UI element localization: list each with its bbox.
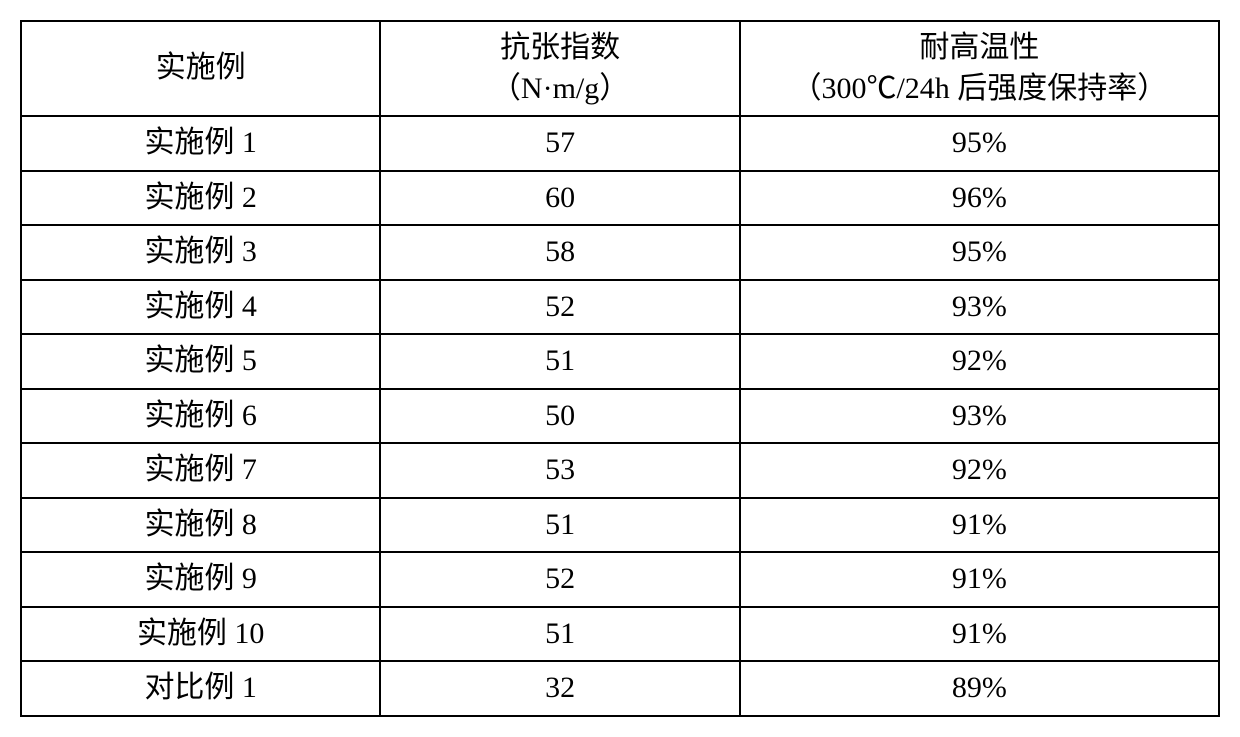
cell-example: 实施例 7 xyxy=(21,443,380,498)
cell-heat: 92% xyxy=(740,334,1219,389)
col-header-tensile-line1: 抗张指数 xyxy=(500,31,620,64)
col-header-tensile-line2: （N·m/g） xyxy=(491,72,629,105)
table-row: 实施例 10 51 91% xyxy=(21,607,1219,662)
col-header-example-line1: 实施例 xyxy=(156,51,246,84)
cell-example: 实施例 2 xyxy=(21,171,380,226)
table-header-row: 实施例 抗张指数 （N·m/g） 耐高温性 （300℃/24h 后强度保持率） xyxy=(21,21,1219,116)
cell-tensile: 32 xyxy=(380,661,739,716)
cell-tensile: 51 xyxy=(380,498,739,553)
cell-tensile: 58 xyxy=(380,225,739,280)
cell-tensile: 52 xyxy=(380,552,739,607)
cell-tensile: 50 xyxy=(380,389,739,444)
table-head: 实施例 抗张指数 （N·m/g） 耐高温性 （300℃/24h 后强度保持率） xyxy=(21,21,1219,116)
table-row: 实施例 9 52 91% xyxy=(21,552,1219,607)
cell-example: 实施例 10 xyxy=(21,607,380,662)
cell-tensile: 51 xyxy=(380,334,739,389)
cell-example: 实施例 6 xyxy=(21,389,380,444)
col-header-example: 实施例 xyxy=(21,21,380,116)
cell-example: 实施例 4 xyxy=(21,280,380,335)
cell-tensile: 52 xyxy=(380,280,739,335)
col-header-heat-line2: （300℃/24h 后强度保持率） xyxy=(791,72,1167,105)
cell-example: 实施例 3 xyxy=(21,225,380,280)
cell-example: 实施例 9 xyxy=(21,552,380,607)
col-header-tensile: 抗张指数 （N·m/g） xyxy=(380,21,739,116)
cell-tensile: 53 xyxy=(380,443,739,498)
cell-heat: 92% xyxy=(740,443,1219,498)
cell-example: 实施例 1 xyxy=(21,116,380,171)
table-row: 实施例 3 58 95% xyxy=(21,225,1219,280)
table-body: 实施例 1 57 95% 实施例 2 60 96% 实施例 3 58 95% 实… xyxy=(21,116,1219,716)
cell-tensile: 57 xyxy=(380,116,739,171)
table-row: 实施例 1 57 95% xyxy=(21,116,1219,171)
cell-heat: 95% xyxy=(740,116,1219,171)
cell-example: 实施例 5 xyxy=(21,334,380,389)
table-row: 实施例 2 60 96% xyxy=(21,171,1219,226)
table-row: 对比例 1 32 89% xyxy=(21,661,1219,716)
table-row: 实施例 5 51 92% xyxy=(21,334,1219,389)
cell-heat: 91% xyxy=(740,552,1219,607)
cell-heat: 91% xyxy=(740,498,1219,553)
table-row: 实施例 6 50 93% xyxy=(21,389,1219,444)
cell-heat: 93% xyxy=(740,389,1219,444)
table-row: 实施例 4 52 93% xyxy=(21,280,1219,335)
cell-example: 对比例 1 xyxy=(21,661,380,716)
cell-example: 实施例 8 xyxy=(21,498,380,553)
table-row: 实施例 8 51 91% xyxy=(21,498,1219,553)
cell-tensile: 60 xyxy=(380,171,739,226)
cell-heat: 95% xyxy=(740,225,1219,280)
cell-heat: 96% xyxy=(740,171,1219,226)
table-container: 实施例 抗张指数 （N·m/g） 耐高温性 （300℃/24h 后强度保持率） … xyxy=(20,20,1220,717)
cell-heat: 93% xyxy=(740,280,1219,335)
table-row: 实施例 7 53 92% xyxy=(21,443,1219,498)
col-header-heat-line1: 耐高温性 xyxy=(919,31,1039,64)
cell-tensile: 51 xyxy=(380,607,739,662)
data-table: 实施例 抗张指数 （N·m/g） 耐高温性 （300℃/24h 后强度保持率） … xyxy=(20,20,1220,717)
cell-heat: 89% xyxy=(740,661,1219,716)
col-header-heat: 耐高温性 （300℃/24h 后强度保持率） xyxy=(740,21,1219,116)
cell-heat: 91% xyxy=(740,607,1219,662)
